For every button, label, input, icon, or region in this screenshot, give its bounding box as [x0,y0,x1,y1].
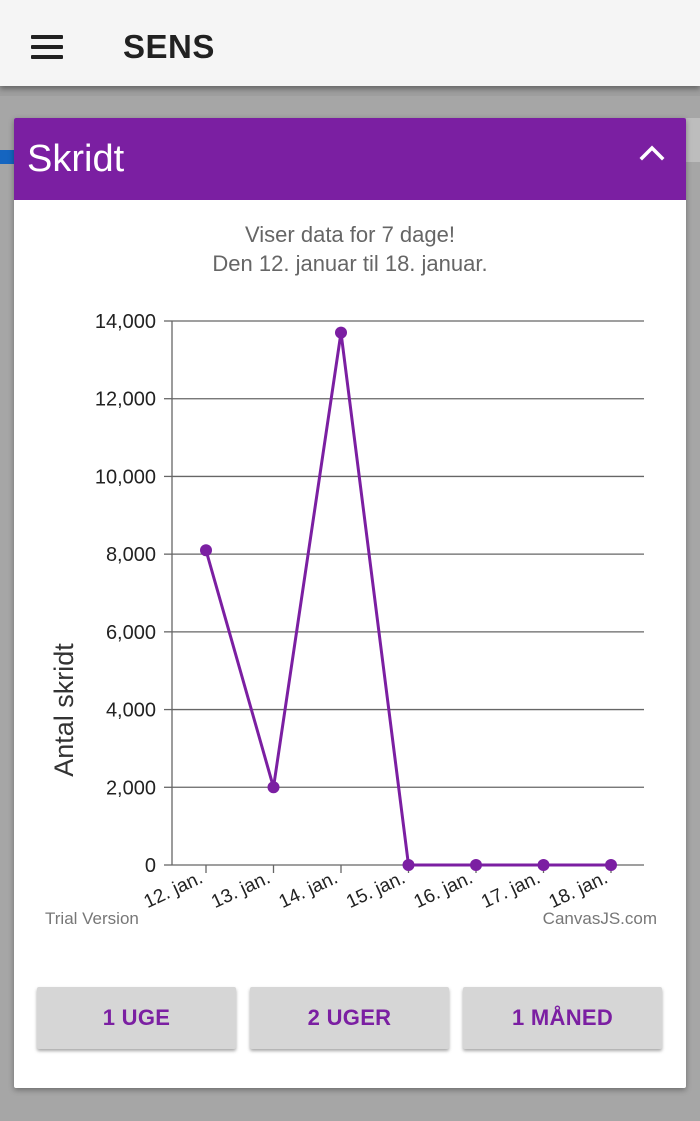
data-point[interactable] [402,859,415,871]
range-buttons: 1 UGE 2 UGER 1 MÅNED [37,987,663,1049]
y-tick-label: 2,000 [106,777,156,799]
menu-icon[interactable] [28,33,66,61]
y-tick-label: 6,000 [106,622,156,644]
x-tick-label: 13. jan. [208,867,273,912]
card-header[interactable]: Skridt [14,118,686,200]
y-tick-label: 8,000 [106,544,156,566]
data-point[interactable] [335,326,347,339]
one-week-button[interactable]: 1 UGE [37,987,236,1049]
background-card-edge [686,118,700,162]
one-month-button[interactable]: 1 MÅNED [463,987,662,1049]
card-title: Skridt [27,138,125,180]
steps-card: Skridt Viser data for 7 dage! Den 12. ja… [14,118,686,1088]
two-weeks-button[interactable]: 2 UGER [250,987,449,1049]
y-axis-label: Antal skridt [49,643,79,777]
y-tick-label: 0 [145,855,156,877]
x-tick-label: 17. jan. [478,867,543,912]
data-point[interactable] [200,544,212,557]
data-point[interactable] [537,859,550,871]
app-title: SENS [123,28,215,65]
x-tick-label: 16. jan. [411,867,476,912]
background-accent-strip [0,150,14,164]
steps-chart: 02,0004,0006,0008,00010,00012,00014,000 … [45,311,657,928]
app-bar: SENS [0,0,700,86]
y-tick-label: 12,000 [95,389,156,411]
x-tick-label: 15. jan. [343,867,408,912]
credits-canvasjs[interactable]: CanvasJS.com [543,909,657,928]
data-point[interactable] [267,781,280,794]
data-point[interactable] [605,859,617,871]
y-tick-label: 14,000 [95,311,156,333]
y-tick-label: 4,000 [106,700,156,722]
credits-trial: Trial Version [45,909,139,928]
chart-subtitle-range: Den 12. januar til 18. januar. [212,251,488,276]
series-line [204,332,611,867]
chevron-up-icon[interactable] [632,134,672,174]
x-tick-label: 14. jan. [276,867,341,912]
x-tick-label: 18. jan. [546,867,611,912]
y-tick-label: 10,000 [95,466,156,488]
chart-subtitle-days: Viser data for 7 dage! [245,222,455,247]
data-point[interactable] [470,859,482,871]
